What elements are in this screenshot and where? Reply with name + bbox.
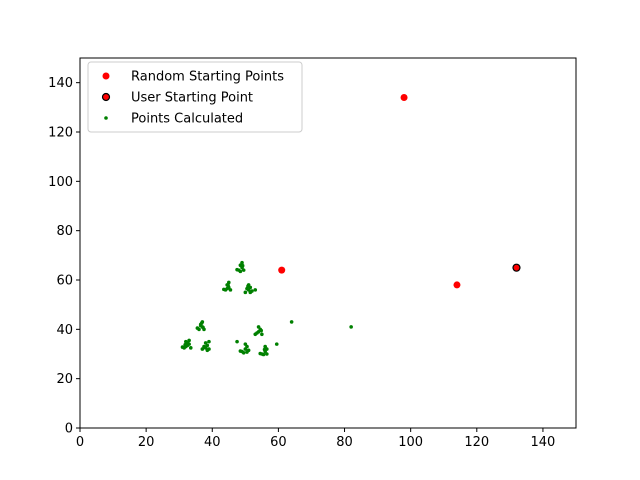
point-points-calculated: [226, 283, 230, 288]
legend-box: [87, 61, 303, 133]
x-tick-label: 0: [76, 435, 84, 450]
point-points-calculated: [240, 260, 244, 265]
y-tick-label: 60: [56, 274, 73, 289]
point-points-calculated: [241, 350, 246, 355]
axes-layer: 0 20 40 60 80 100 120 140 0 20 40 60 80 100 120 140: [48, 76, 555, 450]
y-tick-label: 100: [48, 175, 73, 190]
y-tick-label: 120: [48, 126, 73, 141]
legend-marker-random-starting-points: [102, 72, 110, 80]
legend-label-points-calculated: Points Calculated: [131, 112, 243, 127]
point-points-calculated: [240, 263, 245, 268]
x-tick-label: 140: [531, 435, 556, 450]
point-points-calculated: [207, 339, 211, 344]
point-points-calculated: [203, 341, 208, 345]
point-points-calculated: [205, 348, 210, 353]
point-points-calculated: [246, 348, 251, 353]
points-layer: [180, 93, 521, 357]
point-user-starting-point: [512, 263, 521, 272]
legend: Random Starting Points User Starting Poi…: [87, 61, 303, 133]
point-points-calculated: [261, 352, 266, 357]
legend-label-random-starting-points: Random Starting Points: [131, 70, 284, 85]
x-tick-label: 40: [204, 435, 221, 450]
point-points-calculated: [258, 351, 263, 356]
point-points-calculated: [260, 332, 264, 337]
point-points-calculated: [203, 345, 207, 349]
legend-marker-points-calculated: [104, 116, 108, 120]
point-points-calculated: [235, 267, 239, 272]
point-points-calculated: [183, 342, 187, 347]
x-tick-label: 100: [398, 435, 423, 450]
point-points-calculated: [349, 325, 353, 329]
point-points-calculated: [235, 339, 239, 344]
point-points-calculated: [262, 347, 267, 352]
x-tick-label: 80: [336, 435, 353, 450]
x-tick-label: 120: [464, 435, 489, 450]
y-tick-label: 0: [65, 422, 73, 437]
point-points-calculated: [265, 352, 269, 356]
point-points-calculated: [241, 268, 246, 272]
point-points-calculated: [255, 331, 259, 335]
point-points-calculated: [274, 342, 279, 346]
point-points-calculated: [201, 325, 205, 330]
x-tick-label: 20: [138, 435, 155, 450]
y-tick-label: 20: [56, 372, 73, 387]
point-random-starting-points: [278, 266, 286, 274]
point-points-calculated: [246, 284, 250, 288]
point-points-calculated: [256, 325, 261, 329]
point-points-calculated: [238, 269, 243, 274]
legend-marker-user-starting-point: [101, 92, 111, 102]
y-tick-label: 80: [56, 224, 73, 239]
point-points-calculated: [253, 288, 258, 292]
point-points-calculated: [225, 286, 229, 291]
point-points-calculated: [250, 289, 254, 293]
point-points-calculated: [238, 349, 243, 353]
point-points-calculated: [228, 288, 233, 292]
legend-label-user-starting-point: User Starting Point: [131, 91, 253, 106]
point-points-calculated: [259, 328, 264, 333]
point-points-calculated: [227, 280, 231, 285]
point-random-starting-points: [453, 281, 461, 289]
point-points-calculated: [195, 326, 200, 330]
point-points-calculated: [199, 321, 204, 325]
point-points-calculated: [222, 287, 226, 292]
y-tick-label: 140: [48, 76, 73, 91]
point-points-calculated: [188, 346, 193, 350]
y-tick-label: 40: [56, 323, 73, 338]
point-random-starting-points: [400, 93, 408, 101]
point-points-calculated: [243, 342, 248, 346]
point-points-calculated: [263, 344, 267, 349]
point-points-calculated: [243, 290, 248, 295]
plot-frame: [79, 57, 577, 429]
point-points-calculated: [180, 345, 185, 349]
point-points-calculated: [289, 320, 294, 324]
x-tick-label: 60: [270, 435, 287, 450]
